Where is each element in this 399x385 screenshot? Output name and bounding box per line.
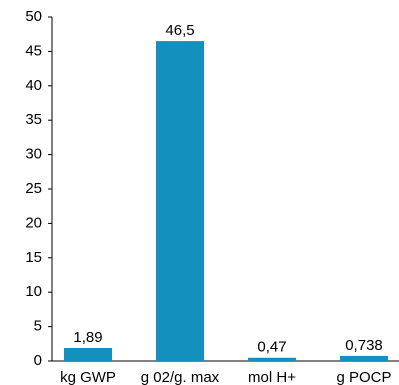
value-label: 0,47 (257, 339, 286, 356)
x-tick-label: mol H+ (248, 369, 296, 385)
y-tick-label: 45 (25, 42, 42, 59)
y-tick-label: 0 (34, 352, 42, 369)
x-tick-label: g POCP (336, 369, 391, 385)
value-label: 1,89 (73, 329, 102, 346)
y-tick-label: 10 (25, 283, 42, 300)
y-tick-label: 5 (34, 318, 42, 335)
y-tick-label: 40 (25, 77, 42, 94)
value-label: 0,738 (345, 337, 383, 354)
y-tick-label: 25 (25, 180, 42, 197)
y-tick-label: 20 (25, 214, 42, 231)
x-tick-label: kg GWP (60, 369, 116, 385)
y-tick-label: 50 (25, 8, 42, 25)
bar (248, 357, 296, 361)
y-tick-label: 30 (25, 146, 42, 163)
x-tick-label: g 02/g. max (141, 369, 220, 385)
bar (64, 347, 112, 361)
y-tick-label: 35 (25, 111, 42, 128)
y-tick-label: 15 (25, 249, 42, 266)
bar (340, 355, 388, 361)
bar (156, 41, 204, 362)
value-label: 46,5 (165, 22, 194, 39)
